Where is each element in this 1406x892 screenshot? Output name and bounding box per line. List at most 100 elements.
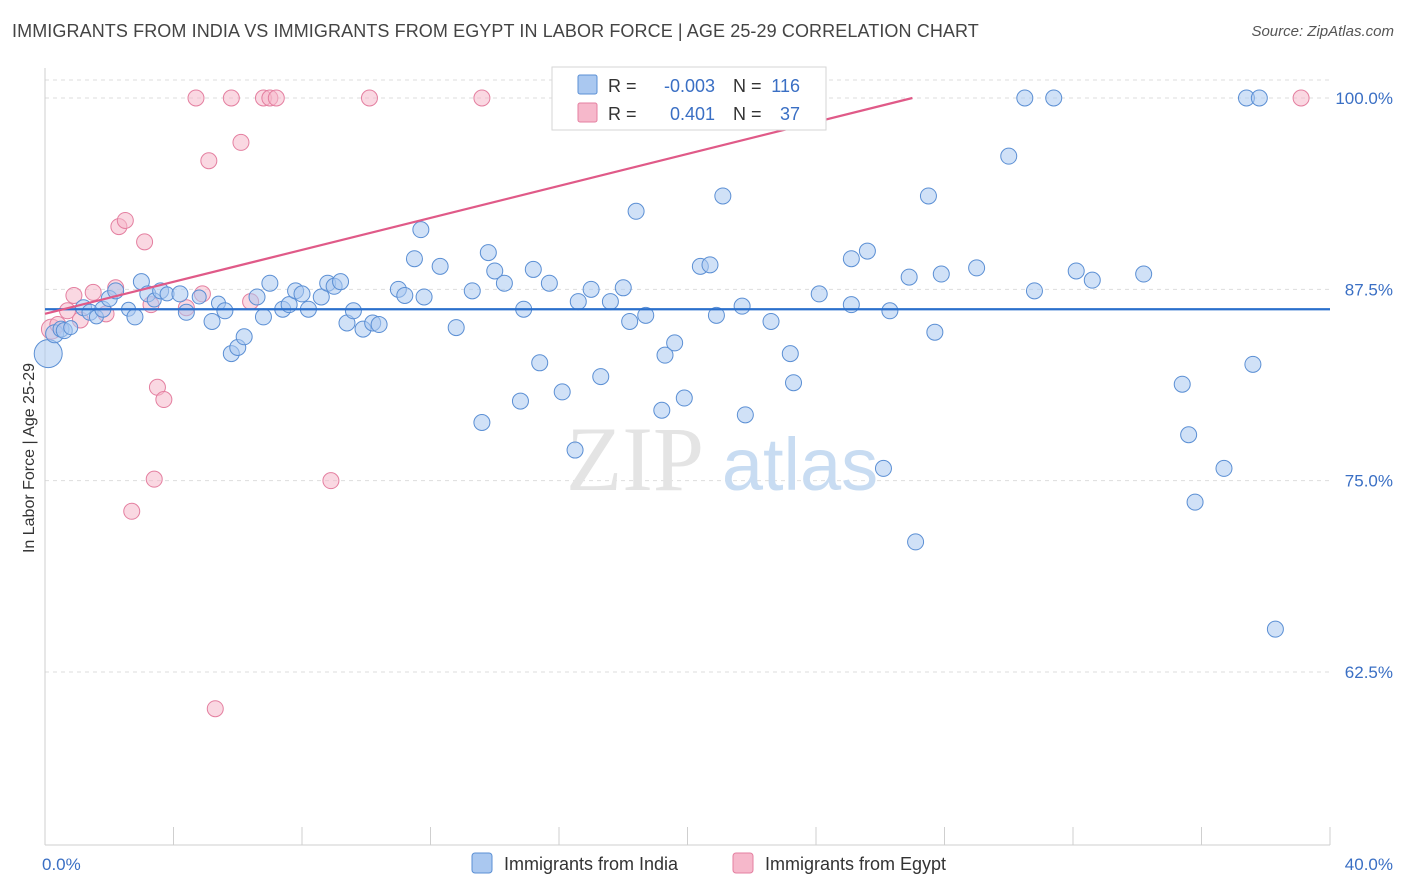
india-point-90 xyxy=(900,268,918,286)
egypt-point-10 xyxy=(136,233,154,251)
egypt-point-20 xyxy=(206,700,224,718)
india-point-86 xyxy=(842,250,860,268)
x-tick-label-1: 40.0% xyxy=(1345,855,1393,874)
india-point-47 xyxy=(412,221,430,239)
india-point-21 xyxy=(203,312,221,330)
series-legend: Immigrants from India Immigrants from Eg… xyxy=(471,852,946,874)
india-point-91 xyxy=(907,533,925,551)
india-point-27 xyxy=(248,288,266,306)
legend-egypt-swatch xyxy=(732,852,754,874)
india-point-88 xyxy=(874,459,892,477)
chart-title: IMMIGRANTS FROM INDIA VS IMMIGRANTS FROM… xyxy=(12,21,979,41)
india-point-53 xyxy=(479,244,497,262)
india-point-108 xyxy=(1244,355,1262,373)
egypt-point-21 xyxy=(222,89,240,107)
india-point-74 xyxy=(675,389,693,407)
egypt-point-27 xyxy=(322,472,340,490)
india-point-83 xyxy=(785,374,803,392)
india-point-82 xyxy=(781,345,799,363)
india-point-0 xyxy=(33,339,63,369)
egypt-n-value: 37 xyxy=(780,104,800,124)
india-point-40 xyxy=(344,302,362,320)
india-point-48 xyxy=(415,288,433,306)
india-point-99 xyxy=(1045,89,1063,107)
source-credit: Source: ZipAtlas.com xyxy=(1251,23,1394,40)
india-n-value: 116 xyxy=(771,76,800,96)
india-point-55 xyxy=(495,274,513,292)
india-point-77 xyxy=(707,306,725,324)
india-point-95 xyxy=(968,259,986,277)
india-point-43 xyxy=(370,316,388,334)
india-point-49 xyxy=(431,257,449,275)
egypt-point-13 xyxy=(155,391,173,409)
y-tick-labels: 62.5% 75.0% 87.5% 100.0% xyxy=(1335,89,1393,682)
egypt-r-value: 0.401 xyxy=(670,104,715,124)
india-point-81 xyxy=(762,312,780,330)
india-point-84 xyxy=(810,285,828,303)
egypt-point-30 xyxy=(1292,89,1310,107)
india-point-63 xyxy=(569,293,587,311)
y-tick-label-2: 87.5% xyxy=(1345,280,1393,299)
india-point-69 xyxy=(627,202,645,220)
legend-egypt-label: Immigrants from Egypt xyxy=(765,854,946,874)
egypt-swatch xyxy=(577,102,598,123)
y-tick-label-0: 62.5% xyxy=(1345,663,1393,682)
india-point-106 xyxy=(1215,459,1233,477)
india-point-96 xyxy=(1000,147,1018,165)
egypt-point-3 xyxy=(65,286,83,304)
india-point-61 xyxy=(553,383,571,401)
india-point-18 xyxy=(171,285,189,303)
grid-lines xyxy=(45,79,1330,673)
india-point-89 xyxy=(881,302,899,320)
india-point-72 xyxy=(656,346,674,364)
india-point-59 xyxy=(531,354,549,372)
india-point-97 xyxy=(1016,89,1034,107)
x-tick-label-0: 0.0% xyxy=(42,855,81,874)
india-point-65 xyxy=(592,368,610,386)
india-point-71 xyxy=(653,401,671,419)
egypt-point-18 xyxy=(187,89,205,107)
y-axis-title: In Labor Force | Age 25-29 xyxy=(21,363,38,553)
india-point-100 xyxy=(1067,262,1085,280)
india-point-66 xyxy=(601,293,619,311)
india-point-12 xyxy=(126,308,144,326)
y-tick-label-3: 100.0% xyxy=(1335,89,1393,108)
india-point-101 xyxy=(1083,271,1101,289)
egypt-r-label: R = xyxy=(608,104,637,124)
watermark: ZIP atlas xyxy=(566,408,878,510)
india-point-26 xyxy=(235,328,253,346)
legend-india-label: Immigrants from India xyxy=(504,854,679,874)
india-point-52 xyxy=(473,414,491,432)
india-point-46 xyxy=(405,250,423,268)
egypt-point-15 xyxy=(123,502,141,520)
india-point-109 xyxy=(1250,89,1268,107)
egypt-trend-line xyxy=(44,96,913,315)
india-point-19 xyxy=(177,303,195,321)
egypt-point-19 xyxy=(200,152,218,170)
egypt-point-14 xyxy=(145,470,163,488)
stats-legend: R = -0.003 N = 116 R = 0.401 N = 37 xyxy=(551,66,827,131)
india-point-105 xyxy=(1186,493,1204,511)
india-point-110 xyxy=(1266,620,1284,638)
india-point-102 xyxy=(1135,265,1153,283)
india-point-79 xyxy=(733,297,751,315)
egypt-points xyxy=(40,89,1310,718)
india-swatch xyxy=(577,74,598,95)
india-point-76 xyxy=(701,256,719,274)
india-point-62 xyxy=(566,441,584,459)
stats-legend-box xyxy=(551,66,827,131)
india-point-33 xyxy=(293,285,311,303)
legend-india-swatch xyxy=(471,852,493,874)
india-r-label: R = xyxy=(608,76,637,96)
india-point-98 xyxy=(1025,282,1043,300)
egypt-n-label: N = xyxy=(733,104,762,124)
india-point-50 xyxy=(447,319,465,337)
egypt-point-9 xyxy=(116,211,134,229)
india-point-94 xyxy=(932,265,950,283)
india-n-label: N = xyxy=(733,76,762,96)
y-tick-label-1: 75.0% xyxy=(1345,472,1393,491)
egypt-point-5 xyxy=(84,283,102,301)
egypt-point-28 xyxy=(360,89,378,107)
india-point-103 xyxy=(1173,375,1191,393)
india-point-23 xyxy=(216,302,234,320)
